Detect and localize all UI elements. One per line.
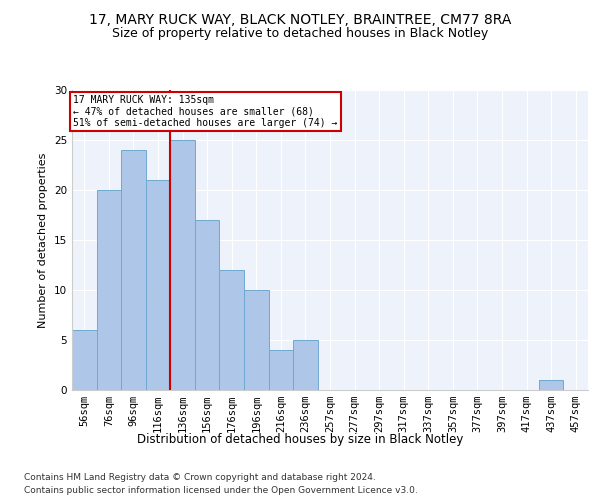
Text: Distribution of detached houses by size in Black Notley: Distribution of detached houses by size … xyxy=(137,432,463,446)
Text: 17, MARY RUCK WAY, BLACK NOTLEY, BRAINTREE, CM77 8RA: 17, MARY RUCK WAY, BLACK NOTLEY, BRAINTR… xyxy=(89,12,511,26)
Bar xyxy=(539,380,563,390)
Bar xyxy=(146,180,170,390)
Bar xyxy=(244,290,269,390)
Y-axis label: Number of detached properties: Number of detached properties xyxy=(38,152,49,328)
Bar xyxy=(72,330,97,390)
Bar xyxy=(293,340,318,390)
Bar xyxy=(269,350,293,390)
Text: 17 MARY RUCK WAY: 135sqm
← 47% of detached houses are smaller (68)
51% of semi-d: 17 MARY RUCK WAY: 135sqm ← 47% of detach… xyxy=(73,95,338,128)
Bar xyxy=(170,140,195,390)
Bar xyxy=(97,190,121,390)
Bar xyxy=(121,150,146,390)
Text: Size of property relative to detached houses in Black Notley: Size of property relative to detached ho… xyxy=(112,28,488,40)
Bar xyxy=(220,270,244,390)
Bar xyxy=(195,220,220,390)
Text: Contains public sector information licensed under the Open Government Licence v3: Contains public sector information licen… xyxy=(24,486,418,495)
Text: Contains HM Land Registry data © Crown copyright and database right 2024.: Contains HM Land Registry data © Crown c… xyxy=(24,472,376,482)
